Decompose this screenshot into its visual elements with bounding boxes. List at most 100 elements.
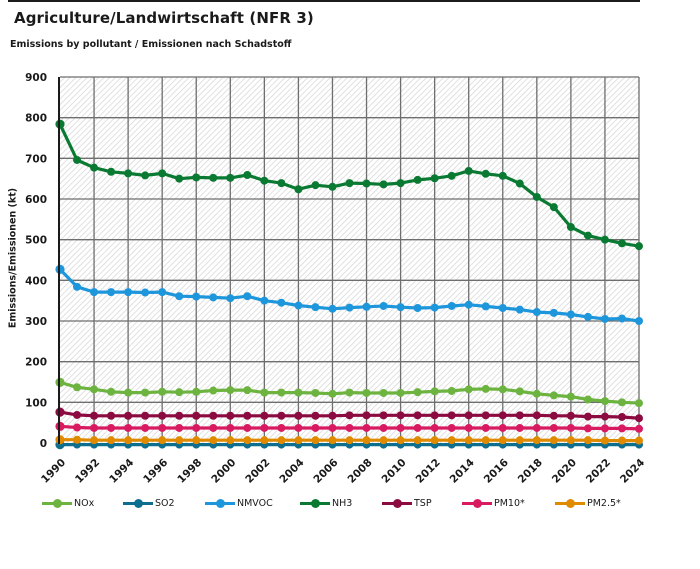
- data-point: [175, 292, 184, 301]
- data-point: [515, 179, 524, 188]
- legend-item-nmvoc[interactable]: NMVOC: [205, 494, 273, 512]
- legend-item-nox[interactable]: NOx: [42, 494, 94, 512]
- data-point: [362, 423, 371, 432]
- data-point: [124, 423, 133, 432]
- x-tick-label: 2006: [311, 457, 340, 486]
- data-point: [583, 231, 592, 240]
- data-point: [124, 388, 133, 397]
- data-point: [583, 312, 592, 321]
- data-point: [379, 180, 388, 189]
- legend-swatch-icon: [300, 498, 330, 508]
- data-point: [345, 179, 354, 188]
- data-point: [566, 411, 575, 420]
- data-point: [175, 411, 184, 420]
- data-point: [107, 423, 116, 432]
- data-point: [192, 436, 201, 445]
- data-point: [226, 294, 235, 303]
- series-nox: [55, 377, 643, 408]
- data-point: [532, 423, 541, 432]
- data-point: [175, 436, 184, 445]
- data-point: [617, 436, 626, 445]
- data-point: [617, 424, 626, 433]
- x-tick-label: 2002: [243, 457, 272, 486]
- data-point: [481, 302, 490, 311]
- x-tick-label: 2020: [550, 457, 579, 486]
- data-point: [379, 436, 388, 445]
- data-point: [635, 242, 643, 251]
- data-point: [311, 181, 320, 190]
- gridlines: [60, 76, 640, 443]
- x-tick-label: 1994: [107, 457, 136, 486]
- data-point: [600, 314, 609, 323]
- data-point: [328, 423, 337, 432]
- data-point: [532, 411, 541, 420]
- y-tick-label: 600: [25, 194, 47, 206]
- data-point: [260, 388, 269, 397]
- plot-area: [60, 77, 639, 443]
- data-point: [464, 411, 473, 420]
- data-point: [583, 436, 592, 445]
- legend-label: PM2.5*: [587, 497, 621, 509]
- data-point: [294, 185, 303, 194]
- x-tick-label: 1992: [73, 457, 102, 486]
- series-tsp: [55, 407, 643, 423]
- data-point: [260, 411, 269, 420]
- y-tick-label: 100: [25, 397, 47, 409]
- data-point: [413, 436, 422, 445]
- data-point: [635, 414, 643, 423]
- data-point: [141, 288, 150, 297]
- data-point: [481, 169, 490, 178]
- data-point: [311, 411, 320, 420]
- data-point: [430, 174, 439, 183]
- data-point: [498, 385, 507, 394]
- data-point: [600, 235, 609, 244]
- legend-item-pm10[interactable]: PM10*: [462, 494, 525, 512]
- x-tick-label: 2004: [277, 457, 306, 486]
- data-point: [243, 386, 252, 395]
- series-nmvoc: [55, 264, 643, 325]
- data-point: [515, 387, 524, 396]
- data-point: [260, 423, 269, 432]
- data-point: [635, 424, 643, 433]
- series-nh3: [55, 119, 643, 251]
- data-point: [107, 167, 116, 176]
- legend-item-pm25[interactable]: PM2.5*: [555, 494, 621, 512]
- data-point: [362, 388, 371, 397]
- data-point: [124, 411, 133, 420]
- data-point: [430, 436, 439, 445]
- data-point: [515, 305, 524, 314]
- data-point: [515, 423, 524, 432]
- data-point: [328, 182, 337, 191]
- data-point: [549, 391, 558, 400]
- data-point: [328, 389, 337, 398]
- y-tick-label: 800: [25, 113, 47, 125]
- data-point: [175, 423, 184, 432]
- legend-item-nh3[interactable]: NH3: [300, 494, 352, 512]
- data-point: [532, 436, 541, 445]
- data-point: [362, 302, 371, 311]
- data-point: [209, 293, 218, 302]
- data-point: [549, 423, 558, 432]
- data-point: [192, 173, 201, 182]
- data-point: [226, 423, 235, 432]
- data-point: [549, 203, 558, 212]
- data-point: [532, 192, 541, 201]
- data-point: [192, 411, 201, 420]
- data-point: [294, 436, 303, 445]
- data-point: [73, 423, 82, 432]
- data-point: [362, 411, 371, 420]
- data-point: [498, 171, 507, 180]
- data-point: [566, 423, 575, 432]
- data-point: [413, 423, 422, 432]
- data-point: [73, 435, 82, 444]
- data-point: [243, 423, 252, 432]
- legend-item-tsp[interactable]: TSP: [382, 494, 432, 512]
- data-point: [107, 411, 116, 420]
- data-point: [635, 317, 643, 325]
- data-point: [209, 436, 218, 445]
- data-point: [158, 387, 167, 396]
- data-point: [158, 411, 167, 420]
- legend-item-so2[interactable]: SO2: [123, 494, 175, 512]
- data-point: [294, 411, 303, 420]
- data-point: [396, 303, 405, 312]
